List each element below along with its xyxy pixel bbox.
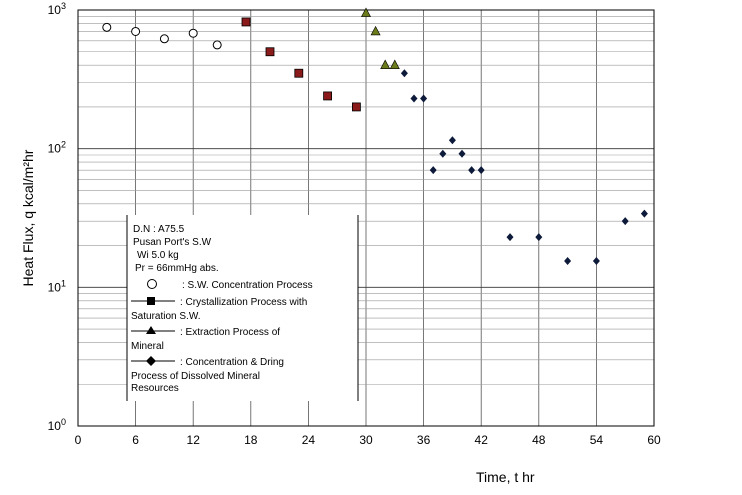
legend-label-series-3a: : Extraction Process of [180,327,280,338]
legend-label-series-3b: Mineral [131,341,164,352]
y-tick-label: 103 [48,1,66,17]
legend-label-series-2b: Saturation S.W. [131,311,200,322]
data-point-diamond [640,209,648,218]
data-point-diamond [420,94,428,103]
legend-marker-diamond [146,356,156,366]
x-tick-label: 12 [187,433,201,447]
legend-label-series-4b: Process of Dissolved Mineral [131,371,260,382]
x-tick-label: 24 [302,433,316,447]
x-axis-title: Time, t hr [476,469,535,485]
data-point-diamond [564,256,572,265]
data-point-diamond [458,149,466,158]
x-axis-ticks: 0 6 12 18 24 30 36 42 48 54 60 [75,433,661,447]
x-tick-label: 36 [417,433,431,447]
legend-header-2: Pusan Port's S.W [133,237,212,248]
data-point-diamond [410,94,418,103]
data-point-open-circle [212,40,222,50]
data-point-triangle [380,59,391,69]
y-tick-label: 100 [48,417,66,433]
x-tick-label: 0 [75,433,82,447]
legend-label-series-4a: : Concentration & Dring [180,357,284,368]
data-point-square [265,47,275,57]
legend-header-4: Pr = 66mmHg abs. [135,263,219,274]
legend-label-series-4c: Resources [131,383,179,394]
y-axis-ticks: 100 101 102 103 [48,1,66,433]
legend-header-3: Wi 5.0 kg [137,250,179,261]
data-point-diamond [400,69,408,78]
y-tick-label: 101 [48,278,66,294]
data-point-diamond [448,136,456,145]
data-point-square [241,17,251,27]
data-point-diamond [468,166,476,175]
data-point-diamond [429,166,437,175]
data-point-diamond [506,233,514,242]
data-point-open-circle [188,28,198,38]
legend-header-1: D.N : A75.5 [133,224,185,235]
data-point-diamond [592,256,600,265]
x-tick-label: 6 [132,433,139,447]
data-point-open-circle [131,26,141,36]
data-point-triangle [361,7,371,17]
data-point-diamond [535,233,543,242]
data-point-diamond [621,217,629,226]
x-tick-label: 18 [244,433,258,447]
x-tick-label: 48 [532,433,546,447]
x-tick-label: 60 [647,433,661,447]
data-point-diamond [439,149,447,158]
data-point-square [351,102,361,112]
data-point-triangle [370,25,381,36]
y-tick-label: 102 [48,140,66,156]
legend: D.N : A75.5 Pusan Port's S.W Wi 5.0 kg P… [126,215,359,401]
legend-marker-open-circle [147,279,157,289]
data-point-triangle [389,59,400,69]
legend-marker-square [147,297,155,305]
data-point-open-circle [159,34,169,44]
data-point-square [294,68,304,78]
legend-label-series-2a: : Crystallization Process with [180,297,307,308]
legend-background [127,215,358,401]
data-point-square [323,91,333,101]
data-marks [102,7,648,265]
x-tick-label: 42 [475,433,489,447]
data-point-open-circle [102,22,112,32]
x-tick-label: 30 [359,433,373,447]
y-axis-title: Heat Flux, q kcal/m²hr [20,149,36,286]
legend-marker-triangle [146,326,156,334]
data-point-diamond [477,166,485,175]
x-tick-label: 54 [590,433,604,447]
legend-label-series-1: : S.W. Concentration Process [182,280,313,291]
